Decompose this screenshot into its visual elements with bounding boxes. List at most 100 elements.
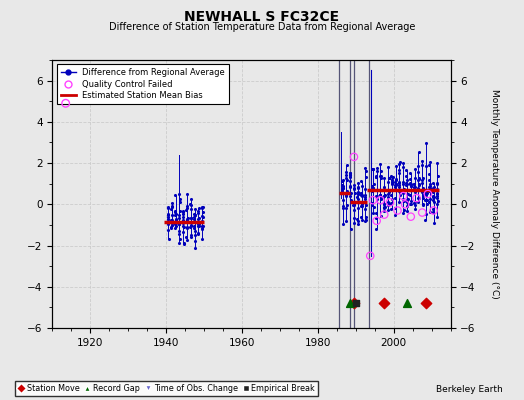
Point (406, 176, 414, 182)
Text: Difference of Station Temperature Data from Regional Average: Difference of Station Temperature Data f… (109, 22, 415, 32)
Point (402, 172, 411, 179)
Point (199, 223, 207, 229)
Point (164, 212, 172, 218)
Point (429, 206, 438, 212)
Point (183, 217, 192, 224)
Point (167, 222, 176, 228)
Point (391, 195, 399, 201)
Point (379, 184, 388, 190)
Point (421, 163, 430, 170)
Point (434, 172, 442, 179)
Point (376, 161, 385, 168)
Point (402, 166, 411, 173)
Point (372, 192, 380, 199)
Point (425, 184, 434, 191)
Point (358, 193, 366, 200)
Point (433, 181, 442, 187)
Point (402, 182, 410, 188)
Point (357, 178, 365, 185)
Point (372, 174, 380, 180)
Point (372, 174, 380, 180)
Point (388, 179, 397, 185)
Point (422, 188, 431, 195)
Point (369, 166, 377, 172)
Point (384, 193, 392, 200)
Point (354, 180, 362, 186)
Point (352, 300, 360, 306)
Point (414, 185, 422, 191)
Point (353, 216, 362, 222)
Text: NEWHALL S FC32CE: NEWHALL S FC32CE (184, 10, 340, 24)
Point (430, 220, 438, 226)
Point (391, 184, 400, 190)
Point (407, 214, 415, 220)
Point (179, 220, 187, 227)
Point (414, 148, 423, 155)
Point (168, 212, 177, 218)
Point (384, 175, 392, 181)
Point (354, 217, 363, 224)
Point (422, 192, 430, 198)
Point (394, 207, 402, 214)
Point (339, 177, 347, 184)
Point (373, 165, 381, 172)
Point (369, 197, 377, 203)
Point (194, 210, 203, 216)
Point (176, 228, 184, 234)
Point (422, 190, 431, 196)
Point (346, 197, 355, 204)
Point (187, 196, 195, 202)
Point (350, 154, 358, 160)
Point (362, 216, 370, 223)
Point (388, 174, 396, 180)
Point (350, 186, 358, 192)
Point (191, 245, 199, 251)
Point (399, 198, 408, 204)
Point (385, 175, 393, 181)
Point (422, 190, 430, 196)
Point (372, 226, 380, 232)
Point (407, 183, 415, 190)
Point (343, 202, 351, 208)
Point (191, 238, 199, 244)
Point (426, 196, 434, 202)
Point (175, 215, 183, 222)
Point (350, 207, 358, 213)
Point (418, 177, 427, 184)
Point (395, 161, 403, 167)
Point (425, 188, 433, 194)
Point (346, 226, 355, 232)
Point (406, 200, 414, 207)
Point (380, 204, 389, 210)
Point (403, 208, 411, 215)
Point (399, 186, 408, 192)
Point (164, 221, 172, 227)
Point (346, 174, 354, 180)
Point (387, 200, 396, 206)
Point (410, 181, 419, 188)
Point (195, 221, 203, 227)
Point (164, 204, 172, 210)
Point (377, 212, 385, 219)
Point (433, 214, 441, 220)
Point (163, 216, 172, 222)
Legend: Difference from Regional Average, Quality Control Failed, Estimated Station Mean: Difference from Regional Average, Qualit… (57, 64, 230, 104)
Point (345, 172, 354, 178)
Point (395, 188, 403, 194)
Point (183, 217, 192, 223)
Point (395, 184, 403, 190)
Point (346, 184, 354, 190)
Point (342, 191, 350, 198)
Point (362, 202, 370, 209)
Point (198, 223, 206, 230)
Point (198, 205, 206, 212)
Point (194, 215, 203, 221)
Point (186, 200, 194, 207)
Point (396, 188, 404, 194)
Point (426, 209, 434, 216)
Point (376, 173, 385, 180)
Point (377, 196, 385, 202)
Point (372, 172, 380, 179)
Point (167, 224, 176, 230)
Point (398, 160, 407, 166)
